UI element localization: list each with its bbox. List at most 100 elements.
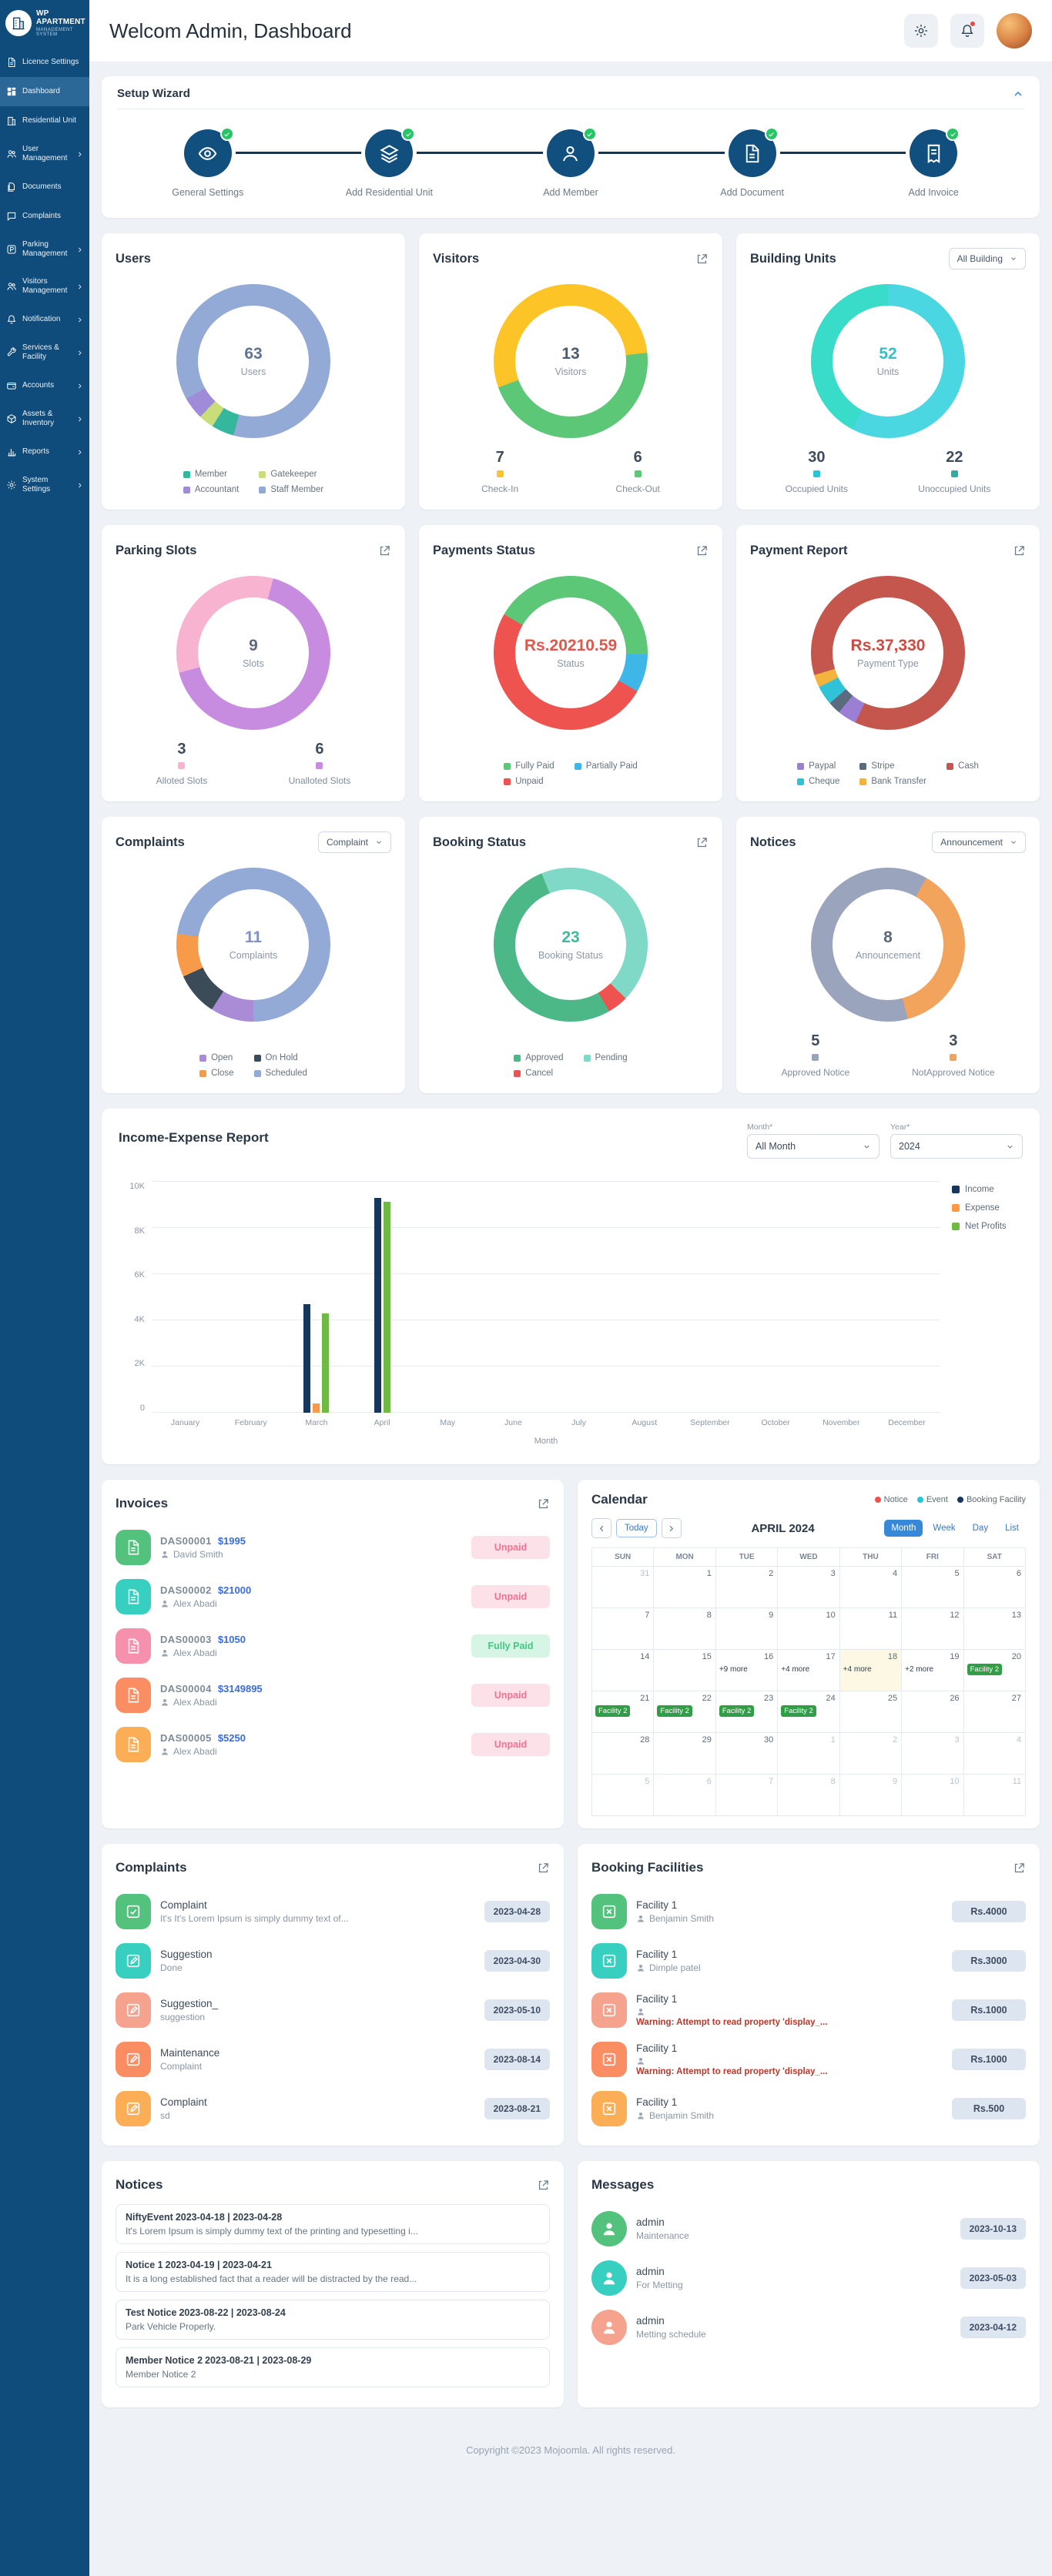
sidebar-item-assets-inventory[interactable]: Assets & Inventory bbox=[0, 400, 89, 437]
calendar-cell[interactable]: 15 bbox=[654, 1650, 716, 1691]
booking-row[interactable]: Facility 1 Warning: Attempt to read prope… bbox=[591, 2035, 1026, 2084]
notice-item[interactable]: Member Notice 2 2023-08-21 | 2023-08-29 Me… bbox=[116, 2347, 550, 2387]
sidebar-item-parking-management[interactable]: Parking Management bbox=[0, 231, 89, 268]
legend-item-income[interactable]: Income bbox=[952, 1185, 1023, 1194]
sidebar-item-reports[interactable]: Reports bbox=[0, 437, 89, 467]
calendar-cell[interactable]: 9 bbox=[715, 1608, 779, 1650]
calendar-cell[interactable]: 9 bbox=[839, 1775, 903, 1816]
calendar-view-list[interactable]: List bbox=[998, 1520, 1026, 1537]
legend-item-net-profits[interactable]: Net Profits bbox=[952, 1222, 1023, 1231]
calendar-cell[interactable]: 10 bbox=[778, 1608, 840, 1650]
invoice-row[interactable]: DAS00005 $5250 Alex Abadi Unpaid bbox=[116, 1720, 550, 1769]
calendar-cell[interactable]: 1 bbox=[778, 1733, 840, 1775]
calendar-cell[interactable]: 13 bbox=[963, 1608, 1026, 1650]
expand-icon[interactable] bbox=[378, 544, 391, 557]
calendar-prev-button[interactable] bbox=[591, 1518, 611, 1538]
expand-icon[interactable] bbox=[537, 1862, 550, 1875]
calendar-cell[interactable]: 26 bbox=[902, 1691, 964, 1733]
calendar-cell[interactable]: 7 bbox=[715, 1775, 779, 1816]
calendar-cell[interactable]: 31 bbox=[592, 1567, 655, 1608]
wizard-step-add-document[interactable]: Add Document bbox=[662, 127, 843, 198]
calendar-cell[interactable]: 30 bbox=[715, 1733, 779, 1775]
complaint-row[interactable]: Maintenance Complaint 2023-08-14 bbox=[116, 2035, 550, 2084]
notices-filter-select[interactable]: Announcement bbox=[932, 831, 1026, 853]
calendar-cell[interactable]: 18 +4 more bbox=[839, 1650, 903, 1691]
calendar-cell[interactable]: 27 bbox=[963, 1691, 1026, 1733]
calendar-event-badge[interactable]: Facility 2 bbox=[657, 1705, 692, 1717]
calendar-event-badge[interactable]: Facility 2 bbox=[967, 1664, 1003, 1675]
calendar-cell[interactable]: 11 bbox=[839, 1608, 903, 1650]
booking-row[interactable]: Facility 1 Benjamin Smith Rs.4000 bbox=[591, 1887, 1026, 1936]
calendar-cell[interactable]: 23 Facility 2 bbox=[715, 1691, 779, 1733]
complaint-row[interactable]: Complaint It's It's Lorem Ipsum is simply… bbox=[116, 1887, 550, 1936]
calendar-cell[interactable]: 16 +9 more bbox=[715, 1650, 779, 1691]
calendar-event-badge[interactable]: Facility 2 bbox=[595, 1705, 631, 1717]
sidebar-item-system-settings[interactable]: System Settings bbox=[0, 467, 89, 503]
calendar-cell[interactable]: 5 bbox=[902, 1567, 964, 1608]
expand-icon[interactable] bbox=[695, 836, 709, 849]
calendar-view-day[interactable]: Day bbox=[966, 1520, 995, 1537]
calendar-cell[interactable]: 28 bbox=[592, 1733, 655, 1775]
sidebar-item-user-management[interactable]: User Management bbox=[0, 135, 89, 172]
calendar-cell[interactable]: 6 bbox=[963, 1567, 1026, 1608]
booking-row[interactable]: Facility 1 Benjamin Smith Rs.500 bbox=[591, 2084, 1026, 2133]
calendar-cell[interactable]: 3 bbox=[778, 1567, 840, 1608]
calendar-cell[interactable]: 2 bbox=[839, 1733, 903, 1775]
calendar-event-badge[interactable]: Facility 2 bbox=[719, 1705, 755, 1717]
message-row[interactable]: admin For Metting 2023-05-03 bbox=[591, 2253, 1026, 2303]
complaint-row[interactable]: Complaint sd 2023-08-21 bbox=[116, 2084, 550, 2133]
sidebar-item-dashboard[interactable]: Dashboard bbox=[0, 77, 89, 106]
calendar-cell[interactable]: 4 bbox=[839, 1567, 903, 1608]
expand-icon[interactable] bbox=[1013, 544, 1026, 557]
settings-button[interactable] bbox=[904, 14, 938, 48]
calendar-cell[interactable]: 17 +4 more bbox=[778, 1650, 840, 1691]
calendar-cell[interactable]: 19 +2 more bbox=[902, 1650, 964, 1691]
calendar-more-link[interactable]: +2 more bbox=[905, 1665, 934, 1674]
calendar-event-badge[interactable]: Facility 2 bbox=[781, 1705, 816, 1717]
booking-row[interactable]: Facility 1 Dimple patel Rs.3000 bbox=[591, 1936, 1026, 1986]
avatar[interactable] bbox=[997, 13, 1032, 49]
expand-icon[interactable] bbox=[1013, 1862, 1026, 1875]
month-select[interactable]: All Month bbox=[747, 1134, 879, 1159]
calendar-cell[interactable]: 8 bbox=[654, 1608, 716, 1650]
legend-item-expense[interactable]: Expense bbox=[952, 1203, 1023, 1213]
calendar-more-link[interactable]: +4 more bbox=[843, 1665, 872, 1674]
calendar-cell[interactable]: 14 bbox=[592, 1650, 655, 1691]
notice-item[interactable]: Test Notice 2023-08-22 | 2023-08-24 Park V… bbox=[116, 2300, 550, 2340]
calendar-cell[interactable]: 25 bbox=[839, 1691, 903, 1733]
calendar-view-month[interactable]: Month bbox=[884, 1520, 923, 1537]
complaints-filter-select[interactable]: Complaint bbox=[317, 831, 391, 853]
calendar-cell[interactable]: 1 bbox=[654, 1567, 716, 1608]
calendar-cell[interactable]: 10 bbox=[902, 1775, 964, 1816]
calendar-cell[interactable]: 7 bbox=[592, 1608, 655, 1650]
calendar-more-link[interactable]: +4 more bbox=[781, 1665, 810, 1674]
calendar-cell[interactable]: 22 Facility 2 bbox=[654, 1691, 716, 1733]
wizard-step-general-settings[interactable]: General Settings bbox=[117, 127, 299, 198]
sidebar-item-notification[interactable]: Notification bbox=[0, 305, 89, 334]
wizard-step-add-invoice[interactable]: Add Invoice bbox=[843, 127, 1024, 198]
calendar-cell[interactable]: 6 bbox=[654, 1775, 716, 1816]
invoice-row[interactable]: DAS00004 $3149895 Alex Abadi Unpaid bbox=[116, 1671, 550, 1720]
calendar-cell[interactable]: 2 bbox=[715, 1567, 779, 1608]
calendar-view-week[interactable]: Week bbox=[926, 1520, 962, 1537]
calendar-cell[interactable]: 4 bbox=[963, 1733, 1026, 1775]
calendar-cell[interactable]: 12 bbox=[902, 1608, 964, 1650]
calendar-cell[interactable]: 8 bbox=[778, 1775, 840, 1816]
wizard-step-add-residential-unit[interactable]: Add Residential Unit bbox=[299, 127, 481, 198]
expand-icon[interactable] bbox=[537, 1497, 550, 1510]
calendar-cell[interactable]: 24 Facility 2 bbox=[778, 1691, 840, 1733]
sidebar-item-documents[interactable]: Documents bbox=[0, 172, 89, 202]
sidebar-item-services-facility[interactable]: Services & Facility bbox=[0, 334, 89, 371]
sidebar-item-complaints[interactable]: Complaints bbox=[0, 202, 89, 231]
calendar-next-button[interactable] bbox=[661, 1518, 682, 1538]
calendar-cell[interactable]: 5 bbox=[592, 1775, 655, 1816]
expand-icon[interactable] bbox=[695, 253, 709, 266]
invoice-row[interactable]: DAS00002 $21000 Alex Abadi Unpaid bbox=[116, 1572, 550, 1621]
building-units-filter-select[interactable]: All Building bbox=[948, 248, 1026, 269]
sidebar-item-licence-settings[interactable]: Licence Settings bbox=[0, 48, 89, 77]
sidebar-item-visitors-management[interactable]: Visitors Management bbox=[0, 268, 89, 305]
year-select[interactable]: 2024 bbox=[890, 1134, 1023, 1159]
message-row[interactable]: admin Maintenance 2023-10-13 bbox=[591, 2204, 1026, 2253]
calendar-cell[interactable]: 20 Facility 2 bbox=[963, 1650, 1026, 1691]
expand-icon[interactable] bbox=[695, 544, 709, 557]
